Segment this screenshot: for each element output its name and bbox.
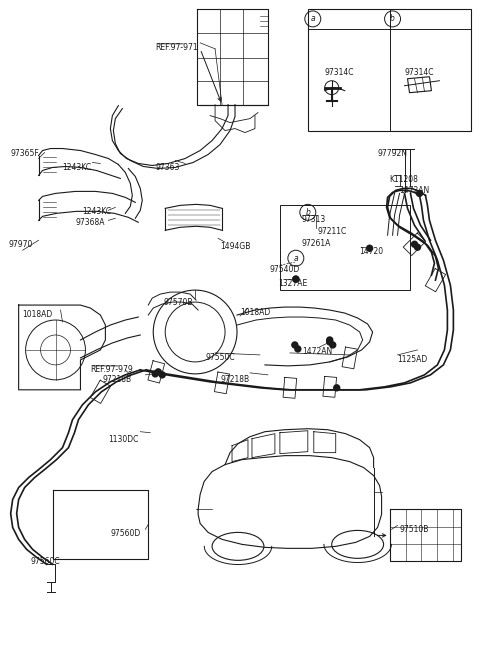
- Text: 1018AD: 1018AD: [23, 310, 53, 319]
- Text: b: b: [305, 208, 310, 217]
- Text: 97550C: 97550C: [205, 353, 235, 362]
- Text: 97970: 97970: [9, 240, 33, 249]
- Circle shape: [295, 346, 301, 352]
- Text: 1327AE: 1327AE: [278, 279, 307, 288]
- Text: a: a: [311, 14, 315, 24]
- Text: 1243KC: 1243KC: [83, 208, 111, 216]
- Circle shape: [155, 369, 161, 375]
- Circle shape: [293, 276, 299, 282]
- Circle shape: [330, 342, 336, 348]
- Text: 97218B: 97218B: [102, 375, 132, 384]
- Text: 97365F: 97365F: [11, 148, 39, 158]
- Text: K11208: K11208: [390, 175, 419, 185]
- Text: 97218B: 97218B: [220, 375, 249, 384]
- Circle shape: [159, 372, 165, 378]
- Text: 97560D: 97560D: [110, 530, 141, 539]
- Circle shape: [327, 337, 333, 343]
- Circle shape: [367, 245, 372, 251]
- Text: b: b: [390, 14, 395, 24]
- Text: 1243KC: 1243KC: [62, 164, 92, 173]
- Text: 97363: 97363: [155, 164, 180, 173]
- Text: REF.97-971: REF.97-971: [155, 43, 198, 52]
- Text: 1472AN: 1472AN: [302, 347, 332, 356]
- Circle shape: [415, 244, 420, 250]
- Text: 1018AD: 1018AD: [240, 308, 270, 317]
- Text: 97560C: 97560C: [31, 557, 60, 566]
- Circle shape: [411, 241, 418, 247]
- Circle shape: [293, 276, 299, 282]
- Text: 1125AD: 1125AD: [397, 355, 428, 364]
- Circle shape: [417, 191, 422, 196]
- Text: REF.97-979: REF.97-979: [90, 365, 133, 374]
- Text: 1494GB: 1494GB: [220, 242, 251, 251]
- Text: 14720: 14720: [360, 247, 384, 256]
- Text: 97368A: 97368A: [75, 218, 105, 227]
- Text: 97314C: 97314C: [405, 68, 434, 77]
- Text: 97261A: 97261A: [302, 239, 331, 248]
- Circle shape: [152, 371, 158, 377]
- Circle shape: [292, 342, 298, 348]
- Text: 97313: 97313: [302, 215, 326, 224]
- Text: 97510B: 97510B: [399, 526, 429, 534]
- Text: 97570B: 97570B: [163, 298, 193, 307]
- Circle shape: [327, 339, 333, 345]
- Text: 97540D: 97540D: [270, 265, 300, 274]
- Text: 97792N: 97792N: [378, 148, 408, 158]
- Text: a: a: [294, 254, 298, 263]
- Text: 97211C: 97211C: [318, 227, 347, 237]
- Text: 1130DC: 1130DC: [108, 435, 139, 443]
- Circle shape: [334, 385, 340, 391]
- Text: 1472AN: 1472AN: [399, 187, 430, 195]
- Text: 97314C: 97314C: [325, 68, 354, 77]
